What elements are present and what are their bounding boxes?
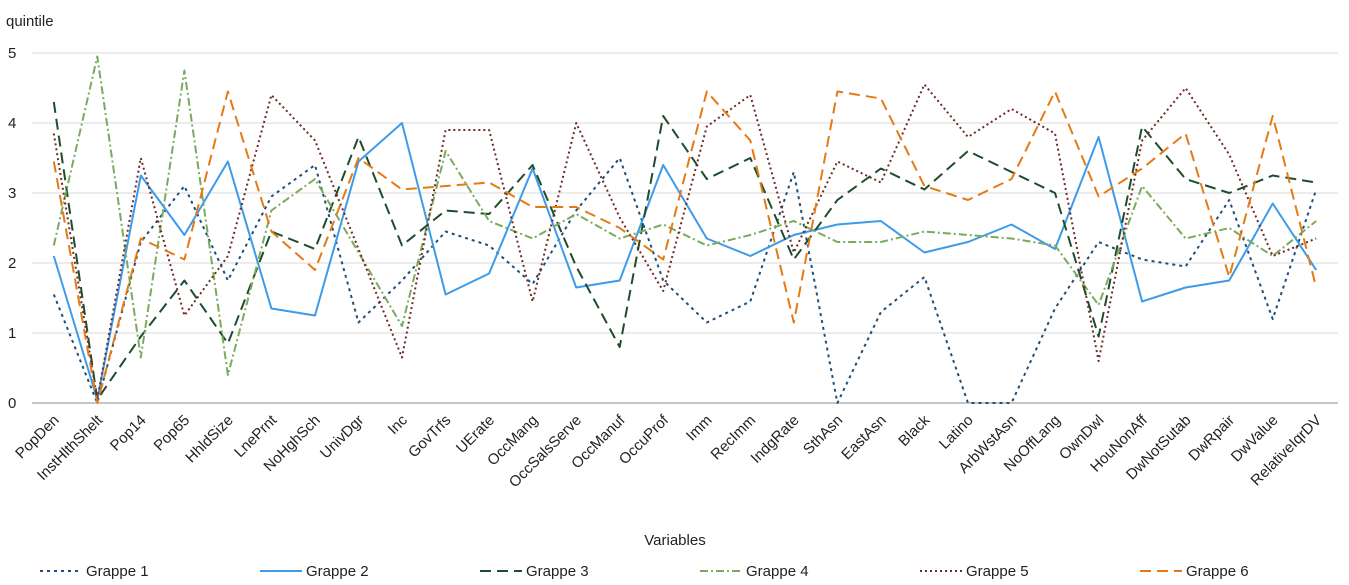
x-tick-label: Latino xyxy=(936,412,977,453)
x-tick-label: Imm xyxy=(683,412,716,445)
x-tick-label: UnivDgr xyxy=(317,412,367,462)
x-tick-label: GovTrfs xyxy=(405,412,454,461)
series-line-1 xyxy=(52,157,1318,404)
y-tick-label: 4 xyxy=(8,115,16,132)
y-tick-label: 5 xyxy=(8,45,16,62)
legend: Grappe 1 Grappe 2 Grappe 3 Grappe 4 Grappe 5… xyxy=(40,563,1249,580)
series-line-2 xyxy=(52,122,1318,401)
legend-label-5: Grappe 5 xyxy=(966,563,1029,580)
y-axis-ticks: 0 1 2 3 4 5 xyxy=(8,45,16,412)
series-lines xyxy=(52,55,1318,404)
y-tick-label: 3 xyxy=(8,185,16,202)
series-line-6 xyxy=(52,90,1318,404)
y-tick-label: 2 xyxy=(8,255,16,272)
legend-label-4: Grappe 4 xyxy=(746,563,809,580)
x-tick-label: HhldSize xyxy=(182,412,236,466)
y-tick-label: 0 xyxy=(8,395,16,412)
x-tick-label: Pop14 xyxy=(107,412,150,455)
x-tick-label: Inc xyxy=(385,411,412,438)
x-tick-label: EastAsn xyxy=(838,412,890,464)
legend-label-1: Grappe 1 xyxy=(86,563,149,580)
legend-label-2: Grappe 2 xyxy=(306,563,369,580)
series-line-3 xyxy=(52,101,1317,401)
series-line-4 xyxy=(52,55,1317,376)
y-tick-label: 1 xyxy=(8,325,16,342)
series-line-5 xyxy=(52,83,1317,401)
legend-label-3: Grappe 3 xyxy=(526,563,589,580)
y-axis-title: quintile xyxy=(6,13,54,30)
gridlines xyxy=(32,52,1338,404)
x-tick-label: Black xyxy=(895,411,933,449)
x-tick-label: IndgRate xyxy=(748,412,803,467)
legend-label-6: Grappe 6 xyxy=(1186,563,1249,580)
x-tick-label: Pop65 xyxy=(151,412,194,455)
x-axis-title: Variables xyxy=(644,532,705,549)
